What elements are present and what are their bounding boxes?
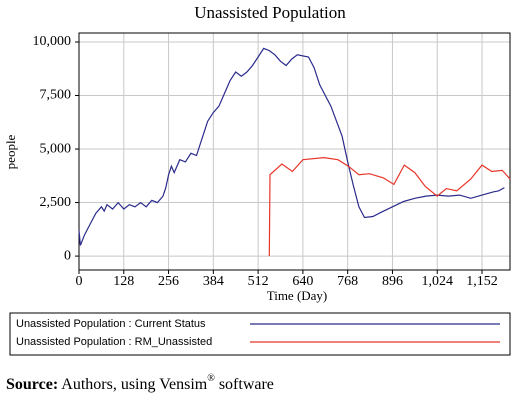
y-tick-label: 10,000 [33, 34, 72, 49]
x-tick-label: 640 [292, 274, 313, 289]
legend-label: Unassisted Population : RM_Unassisted [16, 336, 212, 348]
x-tick-label: 256 [158, 274, 179, 289]
y-tick-label: 7,500 [40, 88, 72, 103]
x-tick-label: 512 [248, 274, 269, 289]
source-note: Source: Authors, using Vensim® software [6, 373, 274, 392]
y-tick-label: 2,500 [40, 195, 72, 210]
legend-box [9, 312, 511, 356]
x-tick-label: 896 [382, 274, 403, 289]
x-tick-label: 128 [113, 274, 134, 289]
chart-title: Unassisted Population [194, 3, 346, 22]
y-tick-label: 0 [64, 248, 71, 263]
x-tick-label: 1,024 [421, 274, 453, 289]
x-tick-label: 768 [337, 274, 358, 289]
series-line [78, 47, 505, 246]
legend-label: Unassisted Population : Current Status [16, 318, 206, 330]
y-axis-label: people [3, 134, 18, 169]
x-tick-label: 1,152 [466, 274, 498, 289]
x-axis-label: Time (Day) [267, 288, 328, 303]
x-tick-label: 384 [203, 274, 224, 289]
x-tick-label: 0 [76, 274, 83, 289]
plot-frame [78, 32, 511, 271]
series-line [268, 156, 511, 257]
y-tick-label: 5,000 [40, 141, 72, 156]
